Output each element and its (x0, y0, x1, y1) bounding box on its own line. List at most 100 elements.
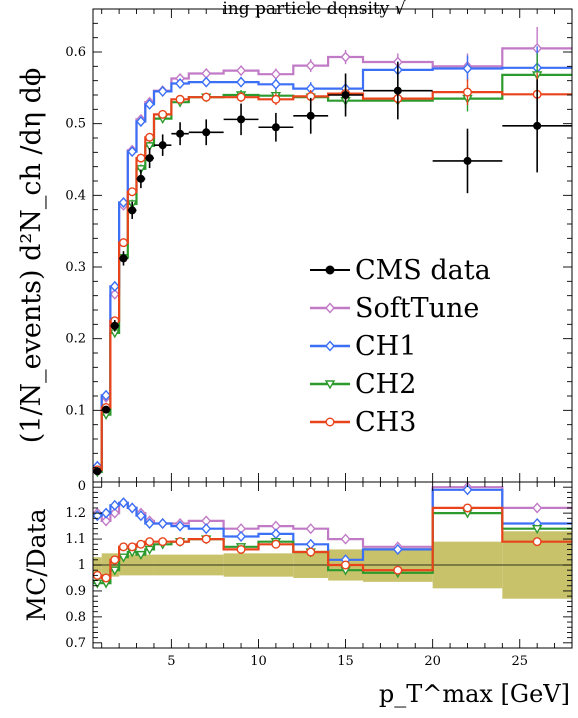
ch1-ratio-point (101, 507, 112, 519)
data-point (119, 254, 128, 263)
ch3-point (271, 94, 281, 104)
ch1-point (236, 76, 246, 88)
ch1-ratio-point (305, 538, 316, 550)
ch1-point (462, 62, 473, 75)
x-tick-label: 10 (250, 654, 267, 669)
legend-label-ch3: CH3 (355, 407, 416, 438)
main-frame (92, 8, 573, 483)
x-axis-label: p_T^max [GeV] (379, 680, 570, 708)
softtune-point (305, 60, 316, 72)
ch1-ratio-point (236, 530, 246, 543)
legend-marker-data (325, 265, 335, 275)
y-tick-label: 0.2 (65, 332, 86, 347)
ch2-ratio-point (144, 545, 155, 555)
x-tick-label: 5 (167, 654, 175, 669)
ch1-point (135, 115, 146, 128)
legend-marker-ch1 (325, 340, 335, 352)
ratio-y-tick-label: 1 (78, 558, 86, 573)
softtune-ratio-point (101, 515, 112, 527)
softtune-ratio-point (532, 502, 543, 514)
ch3-point (236, 92, 246, 102)
ch3-ratio-point (532, 537, 542, 547)
legend: CMS data SoftTune CH1 CH2 CH3 (310, 255, 491, 438)
ratio-plot (92, 481, 573, 649)
ch3-ratio-point (271, 539, 281, 549)
y-tick-label: 0.6 (65, 45, 86, 60)
ch1-ratio-point (175, 520, 186, 532)
data-point (237, 115, 246, 124)
ch2-ratio-point (531, 524, 543, 535)
ch3-ratio-point (158, 537, 168, 547)
data-point (93, 467, 102, 476)
ch3-ratio-point (145, 537, 155, 547)
data-point (393, 86, 402, 95)
data-point (110, 321, 119, 330)
ch3-ratio-point (306, 547, 316, 557)
ch3-point (145, 132, 155, 142)
ch3-ratio-point (118, 542, 128, 552)
ch2-point (135, 165, 147, 175)
axis-labels: 5 10 15 20 25 0.1 0.2 0.3 0.4 0.5 0.6 0.7 0.8 0.9 1 1.1… (16, 8, 573, 708)
data-point (341, 91, 350, 99)
ch1-ratio-point (270, 528, 281, 540)
ch3-point (462, 87, 472, 97)
main-plot (92, 8, 573, 483)
ch3-line (93, 91, 572, 471)
data-point (176, 129, 185, 138)
ch3-ratio-point (110, 555, 120, 565)
softtune-ratio-point (305, 523, 316, 535)
ch1-ratio-point (144, 517, 155, 530)
ch2-point (144, 142, 155, 152)
ch2-ratio-point (109, 566, 120, 576)
ch1-ratio-point (157, 517, 168, 530)
y-tick-label: 0.1 (65, 403, 86, 418)
ch1-ratio-point (109, 499, 120, 511)
ratio-y-tick-label: 0.7 (65, 636, 86, 651)
softtune-ratio-point (109, 507, 120, 519)
ch3-point (127, 187, 137, 197)
ch3-ratio-point (201, 534, 211, 544)
softtune-point (236, 65, 246, 77)
softtune-point (340, 51, 351, 63)
data-point (145, 154, 154, 163)
x-tick-label: 20 (424, 654, 441, 669)
ch3-ratio-point (341, 560, 351, 570)
ch1-point (144, 98, 155, 110)
legend-label-ch1: CH1 (355, 331, 416, 362)
ch3-ratio-point (101, 573, 111, 583)
ch3-point (175, 94, 185, 104)
data-point (102, 405, 111, 414)
softtune-ratio-line (93, 486, 572, 548)
ch1-point (127, 146, 138, 158)
ch3-ratio-point (127, 542, 137, 552)
x-tick-label: 25 (511, 654, 528, 669)
data-point (128, 206, 137, 215)
data-point (271, 123, 280, 132)
ratio-y-tick-label: 0 (78, 479, 86, 494)
ch3-ratio-point (236, 544, 246, 554)
ch1-point (101, 389, 112, 401)
ch1-point (270, 78, 281, 90)
ch3-ratio-point (136, 539, 146, 549)
ch3-point (136, 153, 146, 163)
ch1-ratio-point (135, 510, 146, 522)
legend-marker-ch2 (324, 380, 336, 390)
softtune-ratio-point (340, 533, 351, 545)
ch1-ratio-point (201, 523, 212, 535)
y-tick-label: 0.5 (65, 117, 86, 132)
softtune-point (270, 68, 281, 80)
ch3-ratio-point (393, 565, 403, 575)
data-point (202, 128, 211, 137)
ch3-ratio-point (175, 537, 185, 547)
ch1-point (157, 85, 168, 97)
data-point (463, 156, 472, 165)
ratio-y-tick-label: 1.2 (65, 506, 86, 521)
legend-label-cms-data: CMS data (355, 255, 491, 286)
y-axis-label: (1/N_events) d²N_ch /dη dϕ (16, 68, 47, 444)
y-tick-label: 0.4 (65, 188, 86, 203)
ratio-y-tick-label: 0.8 (65, 610, 86, 625)
softtune-point (109, 288, 120, 300)
ch3-ratio-point (462, 503, 472, 513)
y-tick-label: 0.3 (65, 260, 86, 275)
